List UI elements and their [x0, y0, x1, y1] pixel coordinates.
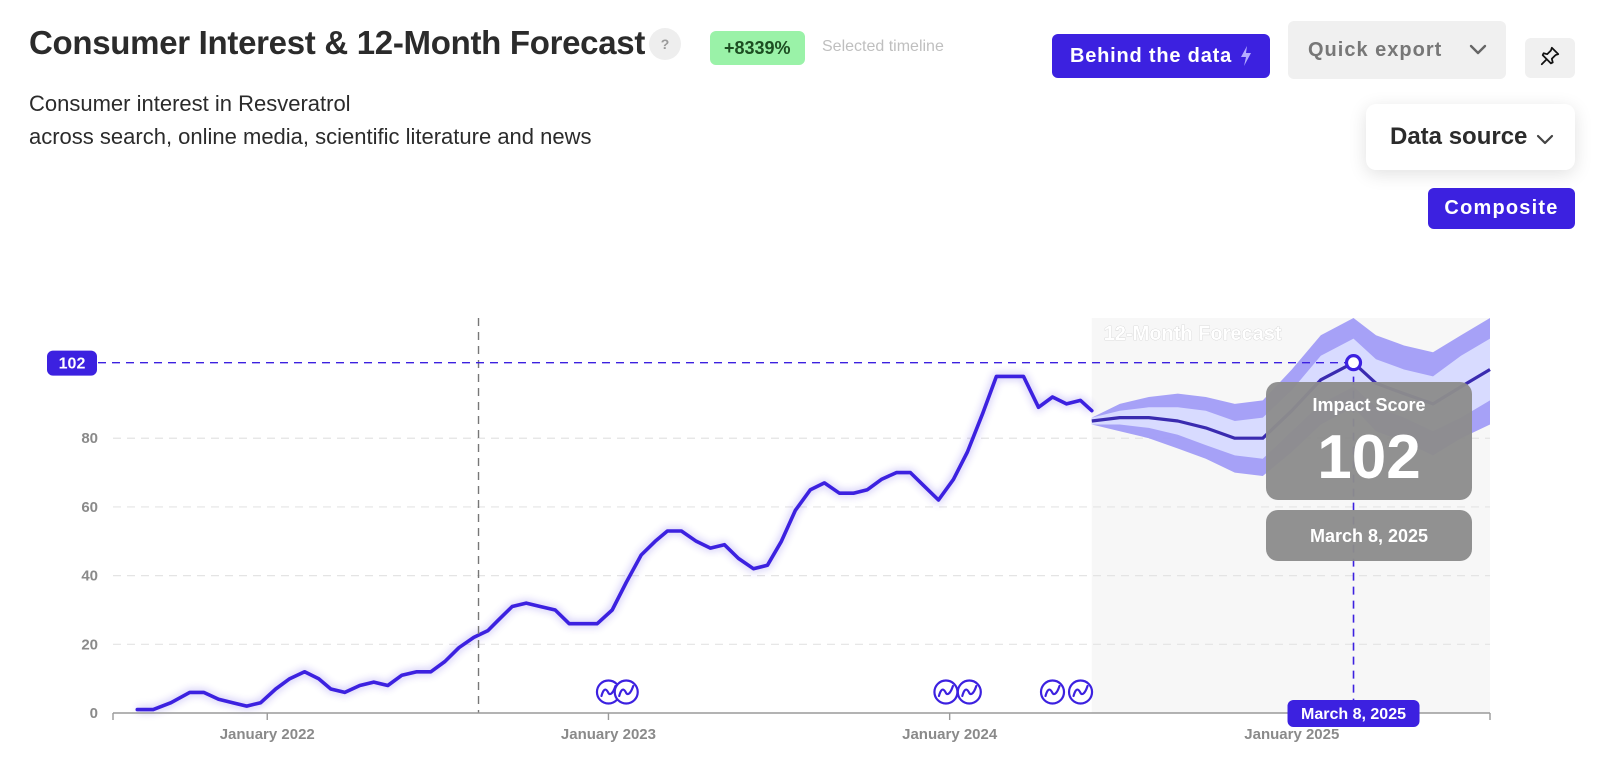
tooltip-card: [1266, 382, 1472, 500]
event-marker-glyph: [600, 684, 617, 698]
growth-badge: +8339%: [710, 31, 805, 65]
reference-label-bg: [47, 350, 97, 376]
hover-date-badge: [1287, 700, 1420, 727]
help-icon[interactable]: ?: [649, 28, 681, 60]
event-marker-icon: [1039, 679, 1066, 705]
selected-timeline-label: Selected timeline: [822, 38, 944, 55]
event-marker-icon: [1067, 679, 1094, 705]
event-marker-glyph: [937, 684, 955, 698]
data-source-dropdown[interactable]: Data source: [1366, 104, 1575, 170]
event-marker-icon: [956, 679, 982, 705]
x-tick-label: January 2024: [902, 726, 998, 743]
hover-date-label: March 8, 2025: [1301, 706, 1406, 723]
subtitle-line-1: Consumer interest in Resveratrol: [29, 91, 351, 116]
behind-the-data-button[interactable]: Behind the data: [1052, 34, 1270, 78]
composite-source-button[interactable]: Composite: [1428, 188, 1575, 229]
chart-subtitle: Consumer interest in Resveratrol across …: [29, 87, 592, 153]
y-tick-label: 20: [81, 636, 98, 653]
event-marker-icon: [613, 679, 639, 705]
event-marker-glyph: [1044, 684, 1061, 698]
reference-label: 102: [59, 356, 86, 373]
tooltip-title: Impact Score: [1312, 395, 1425, 415]
chevron-down-icon: [1468, 39, 1488, 65]
series-line-glow: [137, 372, 1095, 714]
forecast-region: [1091, 318, 1490, 713]
forecast-outer-band: [1091, 318, 1490, 476]
x-tick-label: January 2023: [561, 726, 656, 743]
hover-point: [1344, 354, 1363, 372]
data-source-label: Data source: [1390, 123, 1528, 150]
x-tick-label: January 2022: [220, 726, 315, 743]
event-marker-icon: [595, 679, 622, 705]
tooltip-value: 102: [1317, 423, 1420, 492]
quick-export-button[interactable]: Quick export: [1288, 21, 1506, 79]
y-tick-label: 0: [90, 705, 98, 722]
chevron-down-icon: [1535, 128, 1555, 156]
event-marker-glyph: [618, 684, 635, 698]
forecast-line: [1091, 361, 1491, 440]
event-marker-glyph: [1072, 684, 1089, 698]
chart-title: Consumer Interest & 12-Month Forecast: [29, 24, 646, 61]
pin-button[interactable]: [1525, 38, 1575, 78]
x-tick-label: January 2025: [1244, 726, 1339, 743]
quick-export-label: Quick export: [1308, 38, 1443, 61]
tooltip-date: March 8, 2025: [1310, 526, 1428, 546]
forecast-inner-band: [1091, 338, 1490, 459]
subtitle-line-2: across search, online media, scientific …: [29, 124, 592, 149]
event-marker-glyph: [961, 684, 978, 698]
y-tick-label: 60: [81, 499, 98, 516]
behind-the-data-label: Behind the data: [1069, 44, 1232, 67]
tooltip-date-card: [1266, 510, 1472, 561]
forecast-region-label: 12-Month Forecast: [1104, 323, 1282, 345]
series-line: [135, 374, 1094, 712]
pin-icon: [1539, 45, 1561, 72]
y-tick-label: 40: [81, 568, 98, 585]
event-marker-icon: [933, 679, 959, 705]
bolt-icon: [1240, 46, 1252, 66]
y-tick-label: 80: [81, 430, 98, 447]
